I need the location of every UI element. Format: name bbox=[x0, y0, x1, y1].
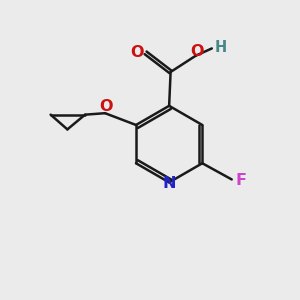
Text: H: H bbox=[214, 40, 227, 55]
Text: O: O bbox=[99, 99, 112, 114]
Text: F: F bbox=[235, 173, 246, 188]
Text: N: N bbox=[162, 176, 176, 191]
Text: O: O bbox=[130, 45, 143, 60]
Text: O: O bbox=[190, 44, 204, 59]
